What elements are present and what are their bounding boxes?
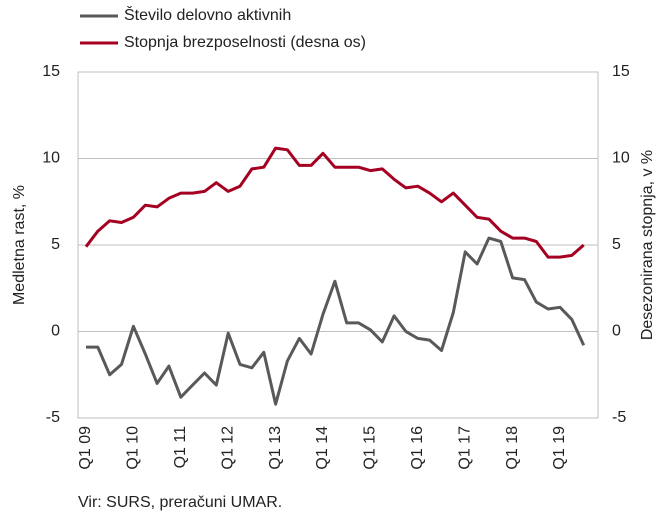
y-axis-label: Medletna rast, %	[11, 185, 28, 305]
x-tick-label: Q1 15	[362, 426, 379, 470]
y2-tick-label: 0	[612, 323, 621, 340]
series-line	[86, 236, 586, 406]
x-tick-label: Q1 18	[504, 426, 521, 470]
x-tick-label: Q1 17	[456, 426, 473, 470]
y2-axis-label: Desezonirana stopnja, v %	[639, 150, 656, 340]
y-tick-label: 15	[42, 63, 60, 80]
x-tick-label: Q1 14	[314, 426, 331, 470]
x-tick-label: Q1 10	[125, 426, 142, 470]
x-tick-label: Q1 11	[172, 426, 189, 469]
plot-frame	[77, 71, 599, 419]
source-note: Vir: SURS, preračuni UMAR.	[78, 494, 282, 511]
series-line	[84, 146, 585, 259]
y-tick-label: 5	[51, 236, 60, 253]
y-tick-label: 10	[42, 150, 60, 167]
legend-label: Stopnja brezposelnosti (desna os)	[124, 34, 366, 51]
x-tick-label: Q1 13	[267, 426, 284, 470]
y2-tick-label: 5	[612, 236, 621, 253]
y2-tick-label: 10	[612, 150, 630, 167]
y2-tick-label: 15	[612, 63, 630, 80]
y-tick-label: -5	[46, 409, 60, 426]
x-tick-label: Q1 19	[551, 426, 568, 470]
x-tick-label: Q1 16	[409, 426, 426, 470]
legend-label: Število delovno aktivnih	[124, 5, 291, 24]
x-tick-label: Q1 09	[77, 426, 94, 470]
y2-tick-label: -5	[612, 409, 626, 426]
x-tick-label: Q1 12	[219, 426, 236, 470]
y-tick-label: 0	[51, 323, 60, 340]
